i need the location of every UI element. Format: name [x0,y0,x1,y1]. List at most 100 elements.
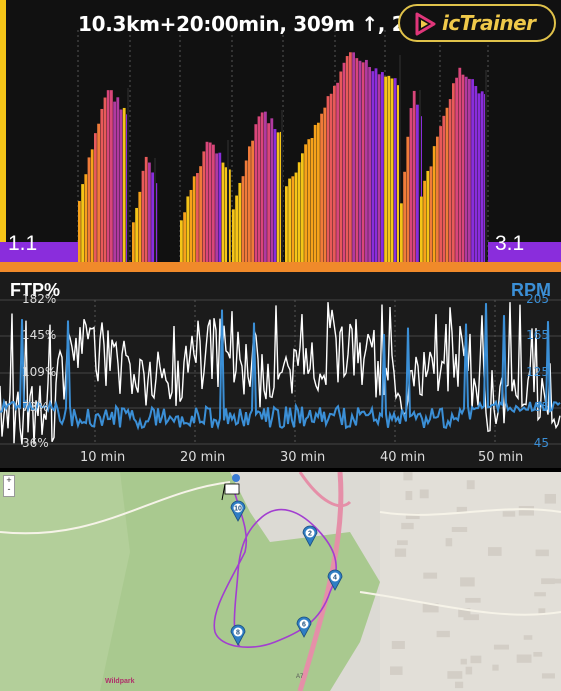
building [492,664,499,671]
profile-bar [276,132,280,262]
route-marker-label: 6 [302,622,306,629]
zone-label-left: 1.1 [8,232,38,255]
route-map-canvas[interactable]: 10 2 4 6 8 [0,472,561,691]
building [552,578,561,584]
forest-area [0,472,130,691]
building [451,527,468,532]
profile-bar [355,58,359,262]
interval-separator [281,110,283,262]
profile-bar [138,191,142,262]
building [470,655,482,664]
building [460,658,467,665]
route-marker: 2 [302,525,318,547]
profile-bar [320,113,323,263]
profile-bar [406,136,410,262]
zoom-out-button[interactable]: - [7,484,11,494]
profile-bar [228,169,231,262]
building [436,630,450,638]
building [405,513,420,520]
building [466,480,475,490]
interval-separator [485,70,487,262]
road [0,481,231,535]
route-marker: 6 [296,616,312,638]
profile-bar [90,149,94,262]
interval-separator [227,140,229,262]
profile-bar [224,167,228,262]
profile-bar [235,195,238,262]
profile-bar [420,196,423,262]
profile-bar [244,160,248,262]
rpm-tick: 45 [533,436,549,450]
profile-bar [183,212,186,262]
route-map[interactable]: 10 2 4 6 8 + - Wildpark A7 [0,472,561,691]
profile-bar [480,91,484,262]
profile-bar [103,97,107,262]
profile-bar [326,96,330,263]
building [458,608,471,618]
building [423,572,438,579]
building [463,614,479,621]
profile-bar [317,122,320,262]
profile-bar [412,90,416,262]
rpm-tick: 165 [526,328,549,342]
profile-bar [205,141,209,262]
time-tick: 50 min [478,450,524,465]
building [502,511,516,517]
profile-bar [384,76,387,262]
profile-bar [342,62,346,262]
zoom-in-button[interactable]: + [6,475,12,485]
profile-bar [270,118,274,262]
profile-bar [241,176,245,262]
profile-bar [361,62,365,262]
profile-bar [323,107,327,263]
profile-bar [232,209,235,262]
profile-bar [238,182,242,262]
motorway-ramp [298,472,352,508]
interval-separator [127,88,129,262]
profile-bar [403,171,406,262]
profile-bar [78,201,81,262]
profile-bar [186,196,190,262]
profile-bar [474,86,478,262]
profile-bar [151,172,154,262]
time-tick: 10 min [80,450,126,465]
profile-bar [426,170,430,262]
map-place-label: Wildpark [105,678,135,685]
profile-bar [196,173,199,262]
zone-label-right: 3.1 [495,232,525,255]
map-zoom-control[interactable]: + - [3,475,15,497]
ftp-tick: 182% [22,292,57,306]
rpm-tick: 125 [526,365,549,379]
profile-bar [393,78,397,263]
profile-bar [87,157,91,262]
building [397,540,408,546]
profile-bar [122,107,126,262]
building [535,549,549,557]
profile-bar [141,170,145,262]
profile-bar [448,99,452,262]
profile-bar [313,124,317,262]
profile-bar [113,101,116,263]
building [405,491,413,501]
profile-bar [349,52,352,263]
profile-bar [94,133,97,262]
building [538,608,546,616]
building [544,493,556,504]
profile-bar [257,116,261,263]
workout-summary: 10.3km+20:00min, 309m ↑, 2 [78,12,406,36]
profile-bar [333,85,336,262]
profile-bar [439,126,442,263]
building [447,671,463,679]
profile-bar [180,220,183,262]
route-marker: 4 [327,569,343,591]
profile-bar [291,176,295,262]
building [541,578,555,585]
profile-bar [189,189,193,262]
profile-bar [215,153,218,262]
profile-bar [400,203,403,262]
logo-text: icTrainer [442,11,536,35]
rpm-axis-title: RPM [511,280,551,300]
profile-bar [352,52,355,262]
route-marker-label: 2 [308,531,312,538]
ftp-tick: 36% [22,436,49,450]
